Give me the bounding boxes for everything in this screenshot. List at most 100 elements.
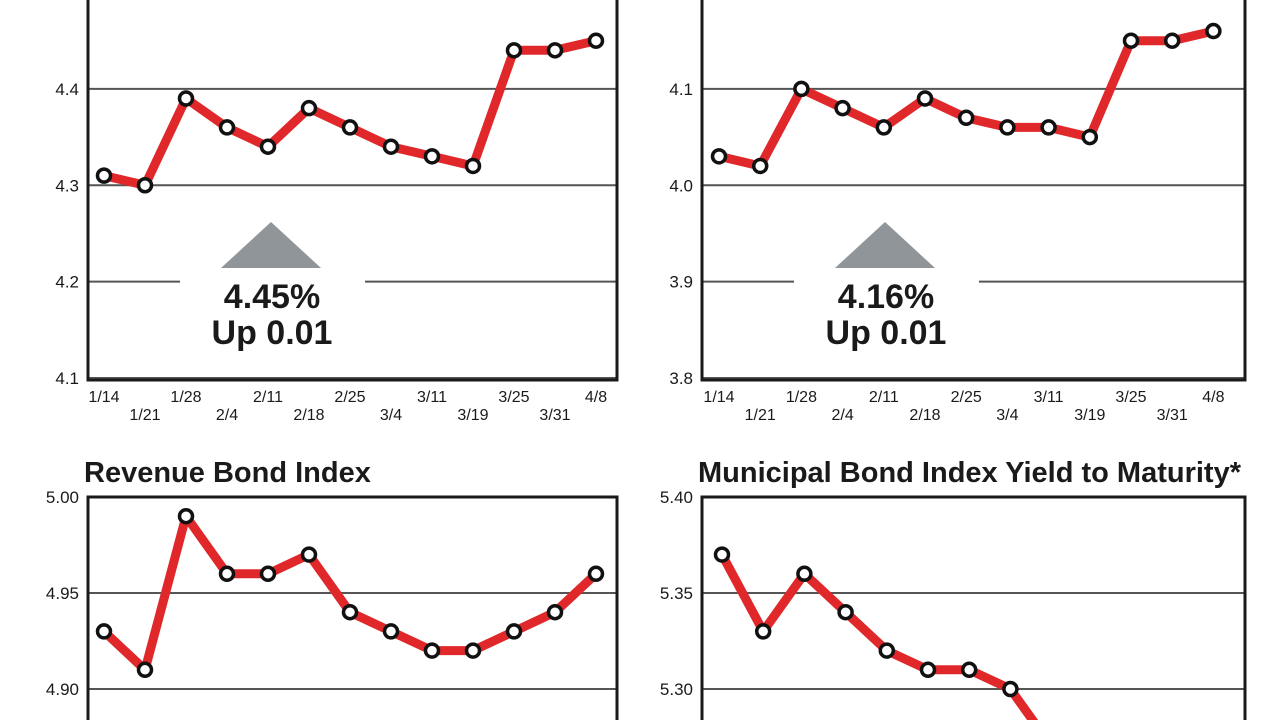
data-point [300, 546, 318, 563]
x-tick-label: 4/8 [585, 389, 607, 406]
data-point [1205, 22, 1222, 40]
data-point [793, 80, 810, 98]
change-label: Up 0.01 [826, 314, 947, 352]
data-point [177, 90, 195, 107]
data-point [505, 42, 523, 59]
chart-title: Municipal Bond Index Yield to Maturity* [698, 457, 1242, 489]
data-point [136, 177, 154, 194]
y-tick-label: 5.30 [660, 680, 693, 699]
x-tick-label: 1/28 [786, 389, 817, 406]
plot-frame [86, 0, 619, 382]
x-tick-label: 1/21 [745, 407, 776, 424]
x-tick-label: 3/4 [380, 407, 402, 424]
data-point [713, 546, 731, 563]
y-tick-label: 5.40 [660, 488, 693, 507]
data-point [999, 119, 1016, 136]
chart-panel-2: 3.8 3.9 4.0 4.1 4.2 1/14 1/21 1/28 2/4 2/11 2/18 2/… [669, 0, 1247, 424]
y-tick-label: 4.3 [55, 176, 79, 195]
data-point [960, 661, 978, 679]
data-point [423, 148, 441, 165]
data-point [218, 119, 236, 136]
data-point [341, 119, 359, 136]
x-tick-label: 3/25 [498, 389, 529, 406]
y-tick-label: 5.00 [46, 488, 79, 507]
y-tick-label: 5.35 [660, 584, 693, 603]
x-tick-label: 1/14 [88, 389, 119, 406]
x-tick-label: 3/4 [996, 407, 1018, 424]
x-tick-label: 3/25 [1115, 389, 1146, 406]
y-tick-label: 4.5 [55, 0, 79, 3]
data-point [423, 642, 441, 659]
up-triangle-icon [221, 222, 321, 268]
x-tick-label: 1/21 [129, 407, 160, 424]
data-point [957, 109, 975, 127]
data-point [464, 642, 482, 659]
data-point [754, 623, 772, 640]
y-tick-label: 4.0 [669, 176, 693, 195]
data-point [382, 138, 400, 155]
data-point [177, 507, 195, 525]
data-point [136, 661, 154, 679]
data-point [1163, 32, 1181, 49]
data-point [546, 42, 564, 59]
data-point [1002, 680, 1019, 698]
x-tick-label: 2/11 [253, 389, 283, 406]
data-point [710, 148, 728, 165]
data-point [837, 603, 854, 621]
x-tick-label: 3/31 [1157, 407, 1188, 424]
y-tick-label: 4.95 [46, 584, 79, 603]
data-point [919, 661, 937, 679]
data-point [382, 623, 400, 640]
data-point [300, 99, 318, 117]
y-tick-label: 3.9 [669, 273, 693, 292]
change-value: 4.45% [224, 278, 320, 316]
data-point [218, 565, 236, 583]
plot-frame [86, 495, 619, 720]
data-point [751, 157, 769, 175]
x-tick-label: 4/8 [1202, 389, 1224, 406]
change-value: 4.16% [838, 278, 934, 316]
y-tick-label: 3.8 [669, 369, 693, 388]
data-point [1081, 128, 1099, 146]
data-point [587, 32, 605, 49]
x-tick-label: 2/4 [216, 407, 238, 424]
x-tick-label: 3/31 [539, 407, 570, 424]
x-tick-label: 2/18 [293, 407, 324, 424]
data-point [95, 167, 113, 184]
x-tick-label: 3/19 [457, 407, 488, 424]
y-tick-label: 4.1 [55, 369, 79, 388]
x-tick-label: 2/25 [951, 389, 982, 406]
up-triangle-icon [835, 222, 935, 268]
data-point [259, 565, 277, 583]
data-point [505, 623, 523, 640]
data-point [259, 138, 277, 155]
x-tick-label: 3/19 [1074, 407, 1105, 424]
data-point [916, 90, 934, 107]
data-point [878, 642, 896, 659]
y-tick-label: 4.4 [55, 80, 79, 99]
plot-frame [700, 0, 1247, 382]
x-tick-label: 3/11 [1034, 389, 1064, 406]
chart-title: Revenue Bond Index [84, 457, 371, 489]
x-tick-label: 2/18 [909, 407, 940, 424]
data-point [95, 623, 113, 640]
x-tick-label: 1/28 [170, 389, 201, 406]
x-tick-label: 2/25 [334, 389, 365, 406]
data-point [546, 603, 564, 621]
x-tick-label: 1/14 [703, 389, 734, 406]
x-tick-label: 2/11 [869, 389, 899, 406]
data-point [875, 119, 893, 136]
plot-frame [700, 495, 1247, 720]
y-tick-label: 4.2 [669, 0, 693, 3]
data-point [1122, 32, 1140, 49]
x-tick-label: 3/11 [417, 389, 447, 406]
y-tick-label: 4.2 [55, 273, 79, 292]
data-point [464, 157, 482, 175]
data-point [834, 99, 851, 117]
y-tick-label: 4.1 [669, 80, 693, 99]
data-point [341, 603, 359, 621]
data-point [796, 565, 813, 583]
chart-panel-4: Municipal Bond Index Yield to Maturity* 5… [660, 457, 1247, 720]
data-point [587, 565, 605, 583]
